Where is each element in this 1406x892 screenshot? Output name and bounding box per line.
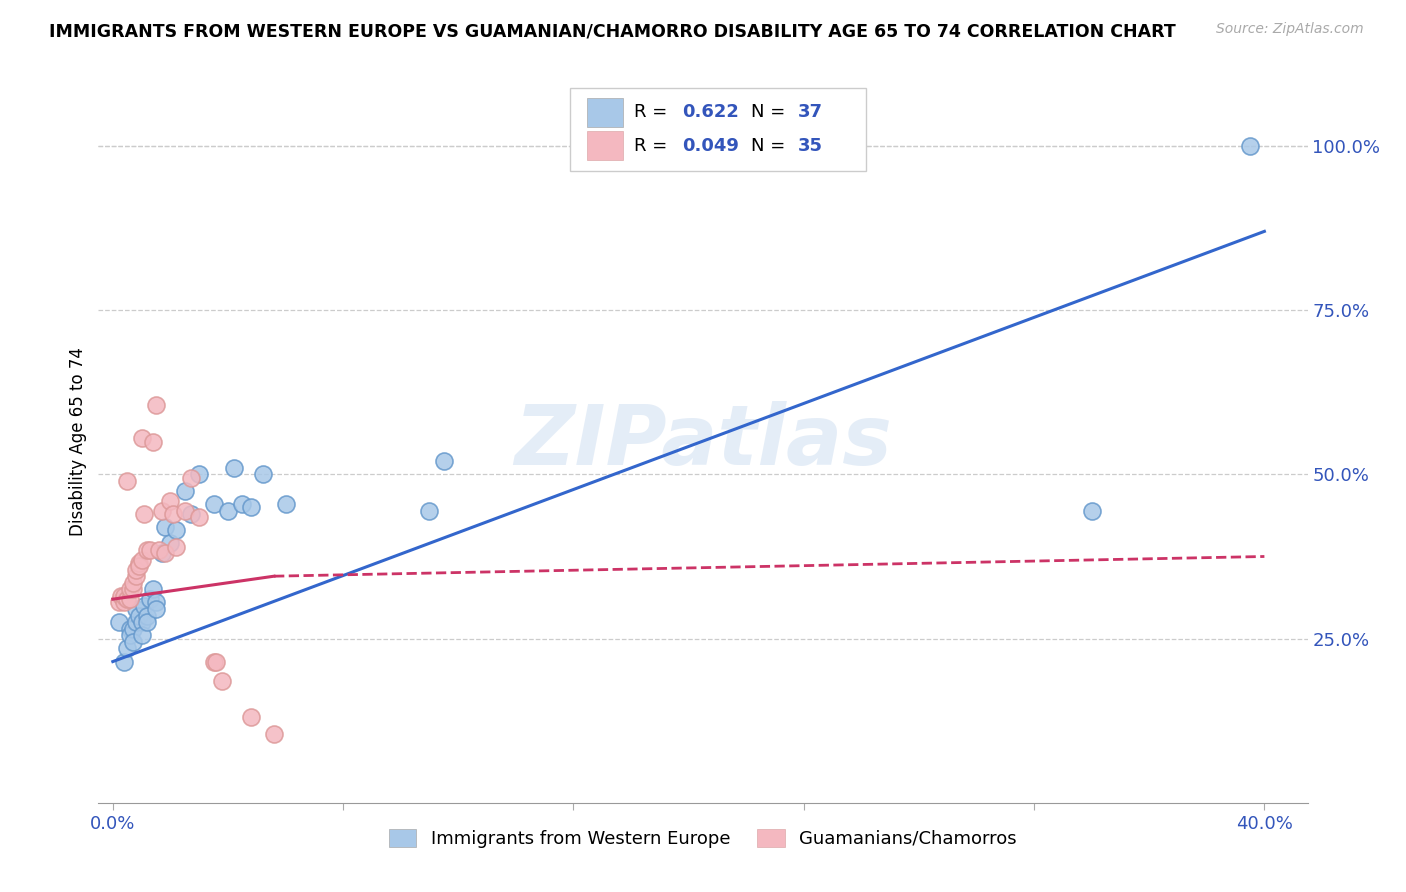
Point (128, 608, 150, 623)
Point (120, 622, 142, 636)
Point (122, 622, 145, 636)
Text: N =: N = (751, 103, 792, 121)
Point (211, 674, 233, 689)
Text: N =: N = (751, 136, 792, 154)
Point (139, 592, 162, 607)
Point (418, 503, 440, 517)
Point (145, 602, 167, 616)
Point (145, 595, 167, 609)
Point (165, 523, 187, 537)
Point (180, 471, 202, 485)
Point (274, 497, 297, 511)
Point (263, 727, 285, 741)
Point (107, 595, 129, 609)
Point (134, 599, 156, 613)
Point (136, 542, 159, 557)
Point (159, 493, 181, 508)
Text: 0.622: 0.622 (682, 103, 740, 121)
Point (107, 615, 129, 630)
Point (217, 503, 239, 517)
Y-axis label: Disability Age 65 to 74: Disability Age 65 to 74 (69, 347, 87, 536)
FancyBboxPatch shape (569, 87, 866, 170)
Point (136, 608, 159, 623)
Text: ZIPatlas: ZIPatlas (515, 401, 891, 482)
Text: Source: ZipAtlas.com: Source: ZipAtlas.com (1216, 22, 1364, 37)
Point (125, 615, 148, 630)
Text: 35: 35 (797, 136, 823, 154)
Point (205, 655, 228, 669)
Point (131, 628, 153, 642)
Point (131, 431, 153, 445)
Point (115, 641, 138, 656)
Point (134, 507, 156, 521)
Text: 37: 37 (797, 103, 823, 121)
Legend: Immigrants from Western Europe, Guamanians/Chamorros: Immigrants from Western Europe, Guamania… (382, 822, 1024, 855)
Point (165, 540, 187, 554)
Point (150, 546, 173, 560)
Point (240, 710, 263, 724)
Point (115, 474, 138, 488)
Point (1239, 139, 1261, 153)
Point (1080, 503, 1102, 517)
Point (148, 542, 170, 557)
Point (139, 542, 162, 557)
Point (125, 569, 148, 583)
Text: IMMIGRANTS FROM WESTERN EUROPE VS GUAMANIAN/CHAMORRO DISABILITY AGE 65 TO 74 COR: IMMIGRANTS FROM WESTERN EUROPE VS GUAMAN… (49, 22, 1175, 40)
Point (188, 467, 211, 482)
Point (173, 483, 195, 498)
Point (142, 434, 165, 449)
Point (188, 510, 211, 524)
Point (110, 589, 132, 603)
Point (120, 592, 142, 607)
Point (122, 575, 145, 590)
Point (150, 503, 173, 517)
Point (142, 582, 165, 597)
Point (131, 553, 153, 567)
Point (153, 546, 176, 560)
FancyBboxPatch shape (586, 131, 623, 161)
Point (240, 500, 263, 515)
Point (128, 556, 150, 570)
Point (125, 602, 148, 616)
Point (202, 655, 225, 669)
Point (131, 615, 153, 630)
Text: R =: R = (634, 136, 673, 154)
Text: R =: R = (634, 103, 673, 121)
FancyBboxPatch shape (586, 98, 623, 127)
Point (122, 635, 145, 649)
Point (125, 563, 148, 577)
Point (173, 503, 195, 517)
Point (115, 592, 138, 607)
Point (222, 460, 245, 475)
Point (128, 559, 150, 574)
Point (180, 507, 202, 521)
Point (202, 497, 225, 511)
Point (112, 595, 135, 609)
Text: 0.049: 0.049 (682, 136, 740, 154)
Point (112, 589, 135, 603)
Point (433, 454, 456, 468)
Point (153, 520, 176, 534)
Point (159, 536, 181, 550)
Point (145, 398, 167, 412)
Point (162, 507, 184, 521)
Point (112, 655, 135, 669)
Point (231, 497, 253, 511)
Point (120, 582, 142, 597)
Point (122, 582, 145, 597)
Point (120, 628, 142, 642)
Point (252, 467, 274, 482)
Point (136, 615, 159, 630)
